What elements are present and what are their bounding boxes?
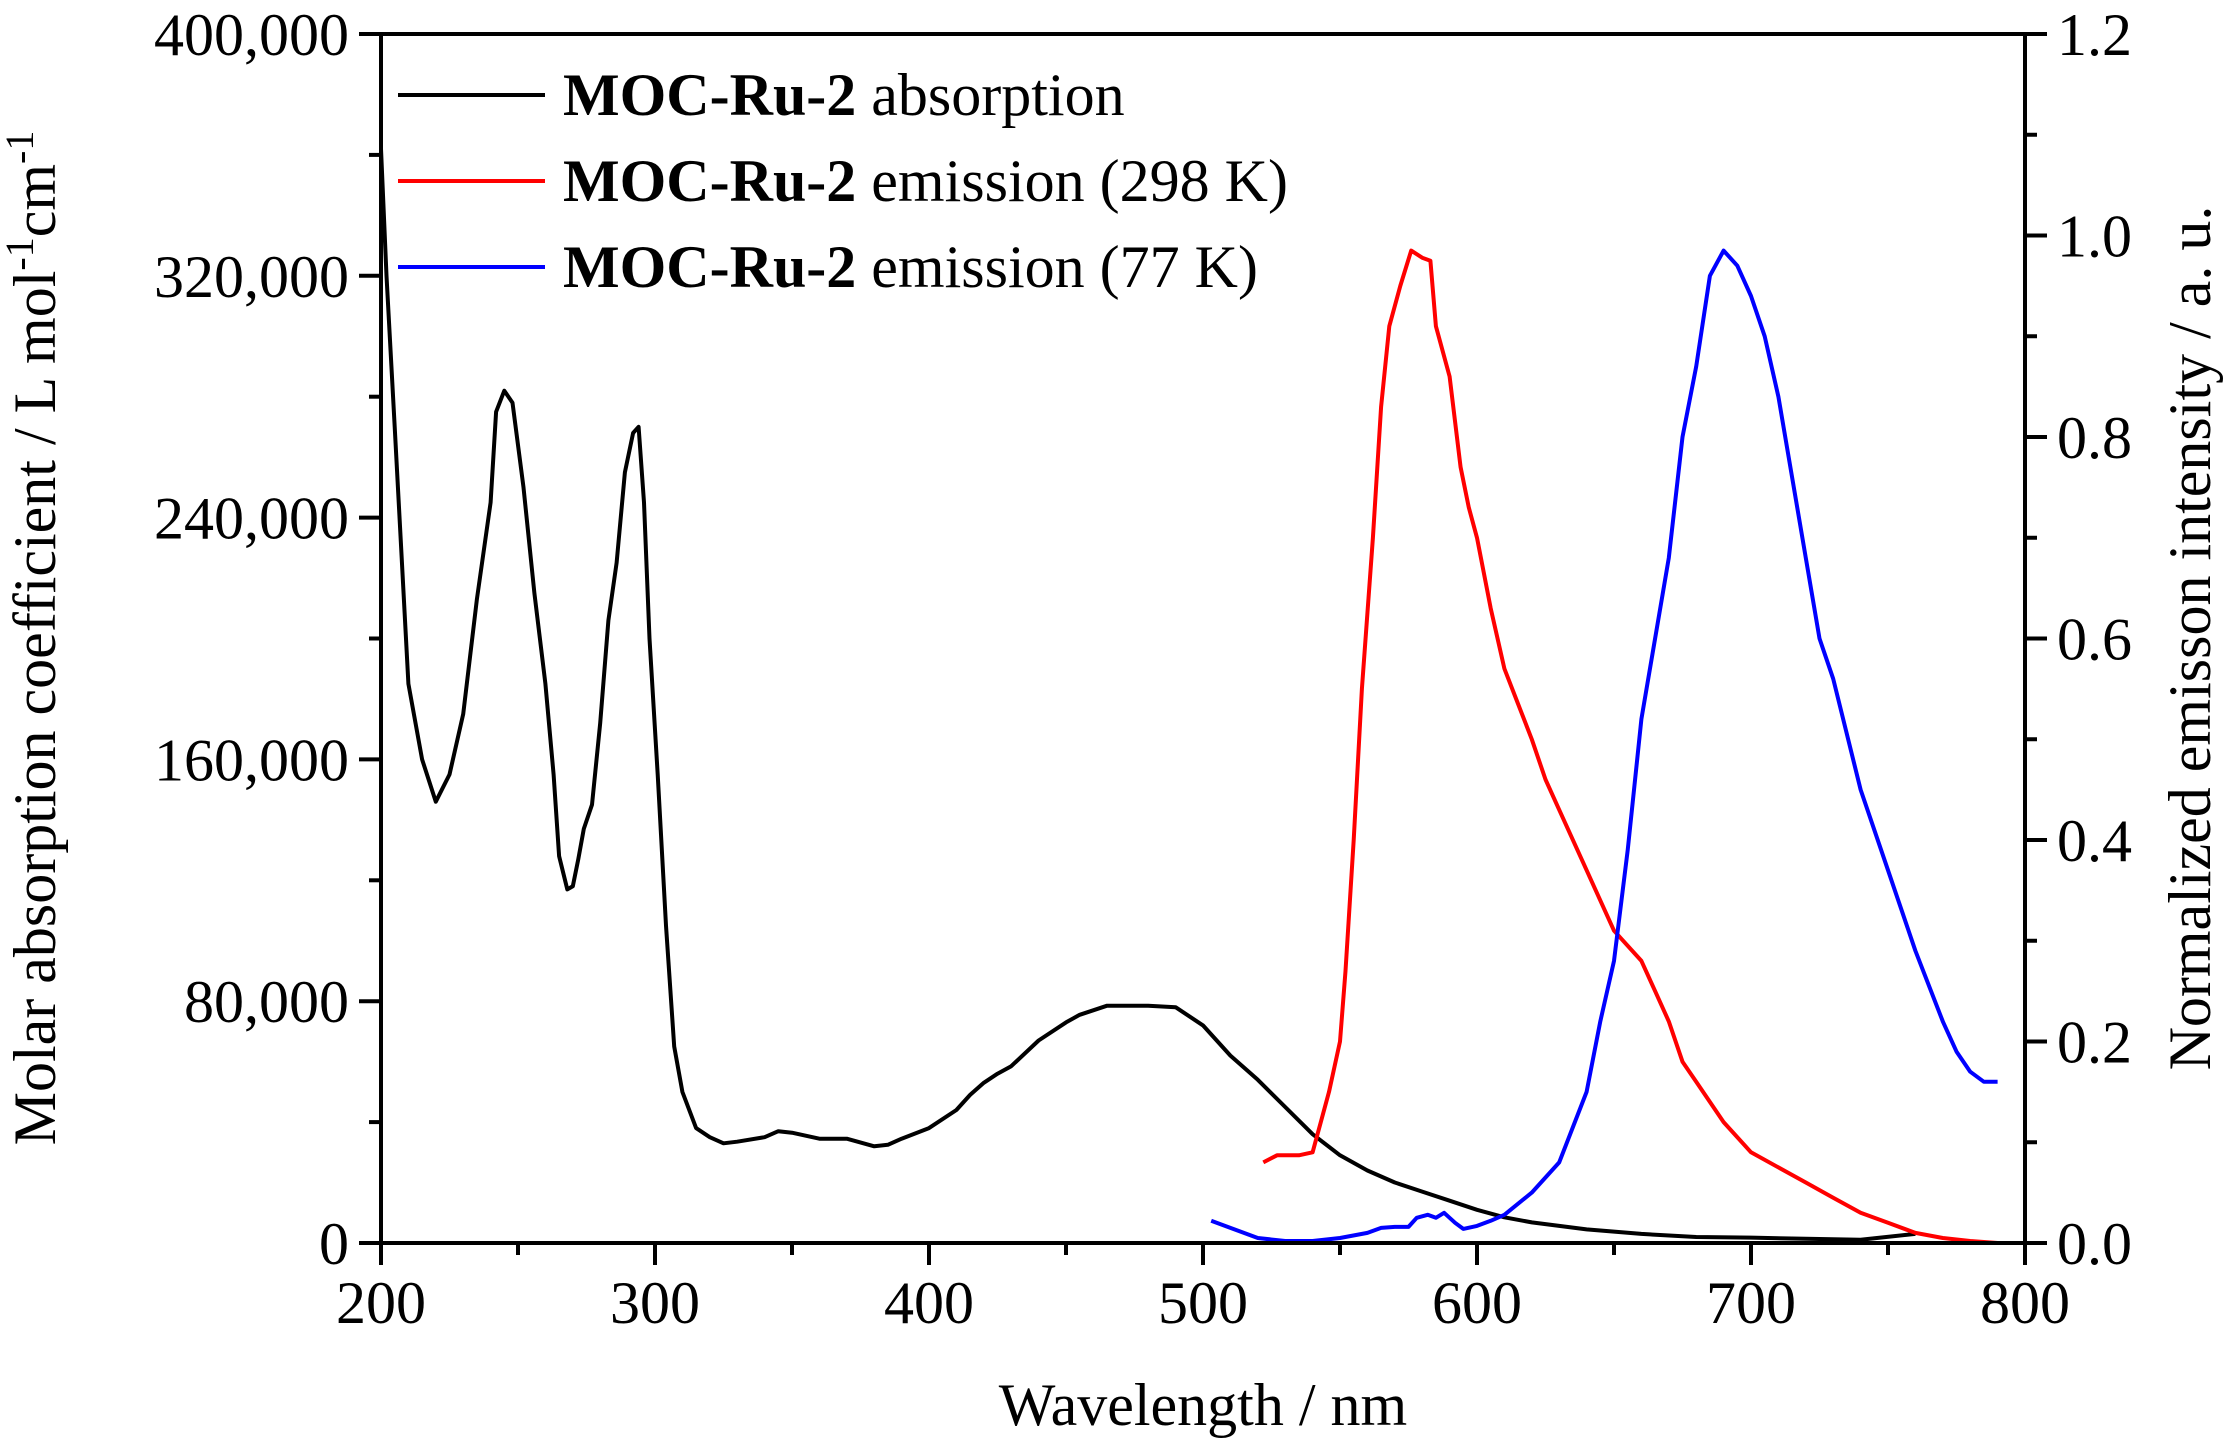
legend-label-rest: emission (77 K) (856, 234, 1258, 300)
y-left-tick-label: 160,000 (154, 727, 349, 793)
y-left-title-sup1: -1 (0, 237, 42, 270)
y-right-tick-label: 0.8 (2057, 405, 2132, 471)
x-tick-label: 800 (1980, 1270, 2070, 1336)
y-right-tick-label: 0.2 (2057, 1010, 2132, 1076)
y-left-title-mid: cm (2, 164, 68, 237)
legend-label-0: MOC-Ru-2 absorption (563, 62, 1125, 128)
y-right-tick-label: 1.0 (2057, 204, 2132, 270)
y-right-axis-title: Normalized emisson intensity / a. u. (2157, 206, 2223, 1071)
y-left-tick-label: 400,000 (154, 2, 349, 68)
y-right-tick-label: 1.2 (2057, 2, 2132, 68)
x-tick-label: 700 (1706, 1270, 1796, 1336)
x-tick-label: 300 (610, 1270, 700, 1336)
legend-label-1: MOC-Ru-2 emission (298 K) (563, 148, 1288, 214)
y-right-tick-label: 0.4 (2057, 808, 2132, 874)
legend-label-rest: emission (298 K) (856, 148, 1288, 214)
tick-labels-layer: 200 300 400 500 600 700 800 0 80,000 160,000 240,0… (154, 2, 2132, 1336)
y-left-title-sup2: -1 (0, 131, 42, 164)
y-left-tick-label: 80,000 (184, 969, 349, 1035)
legend-label-bold: MOC-Ru-2 (563, 234, 856, 300)
legend-label-bold: MOC-Ru-2 (563, 62, 856, 128)
y-left-axis-title: Molar absorption coefficient / L mol-1cm… (0, 131, 68, 1146)
legend-label-rest: absorption (856, 62, 1124, 128)
series-layer (379, 148, 1998, 1245)
y-left-tick-label: 320,000 (154, 244, 349, 310)
x-tick-label: 400 (884, 1270, 974, 1336)
series-line-1 (1262, 248, 1998, 1245)
x-tick-label: 600 (1432, 1270, 1522, 1336)
y-left-tick-label: 240,000 (154, 486, 349, 552)
y-left-tick-label: 0 (319, 1211, 349, 1277)
series-line-0 (379, 148, 1916, 1242)
y-left-title-prefix: Molar absorption coefficient / L mol (2, 271, 68, 1146)
x-tick-label: 200 (336, 1270, 426, 1336)
y-right-tick-label: 0.6 (2057, 607, 2132, 673)
x-tick-label: 500 (1158, 1270, 1248, 1336)
legend-label-bold: MOC-Ru-2 (563, 148, 856, 214)
ticks-layer (359, 32, 2047, 1265)
x-axis-title: Wavelength / nm (999, 1372, 1407, 1438)
series-line-2 (1210, 248, 1998, 1243)
legend-label-2: MOC-Ru-2 emission (77 K) (563, 234, 1258, 300)
y-right-tick-label: 0.0 (2057, 1211, 2132, 1277)
